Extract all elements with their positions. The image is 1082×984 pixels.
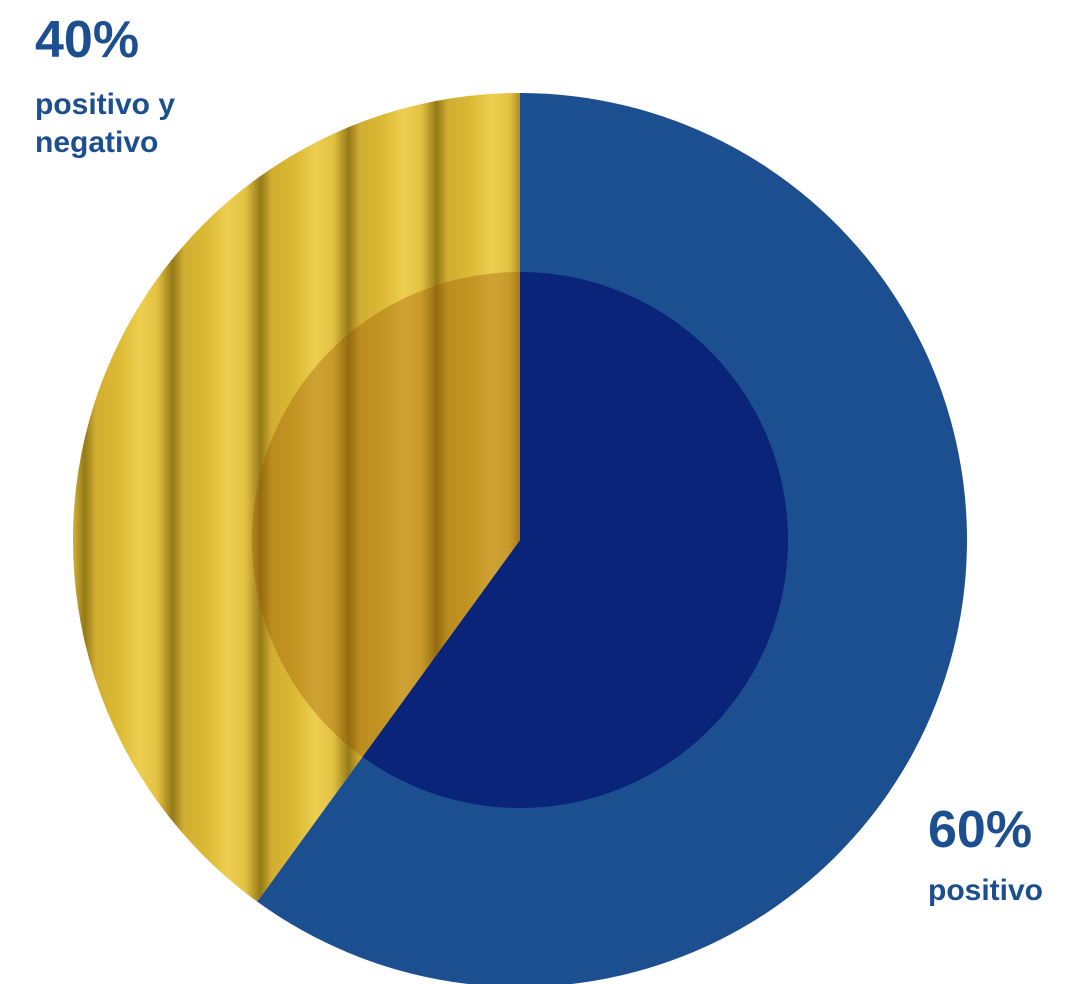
category-label: positivo y negativo	[35, 88, 176, 159]
value-label: 60%	[928, 801, 1033, 859]
inner-slice	[362, 272, 789, 808]
pie-slice	[72, 92, 521, 902]
value-label: 40%	[35, 11, 140, 69]
category-label: positivo	[928, 874, 1044, 907]
inner-slice	[252, 272, 521, 757]
pie-slice-tint	[72, 92, 521, 902]
